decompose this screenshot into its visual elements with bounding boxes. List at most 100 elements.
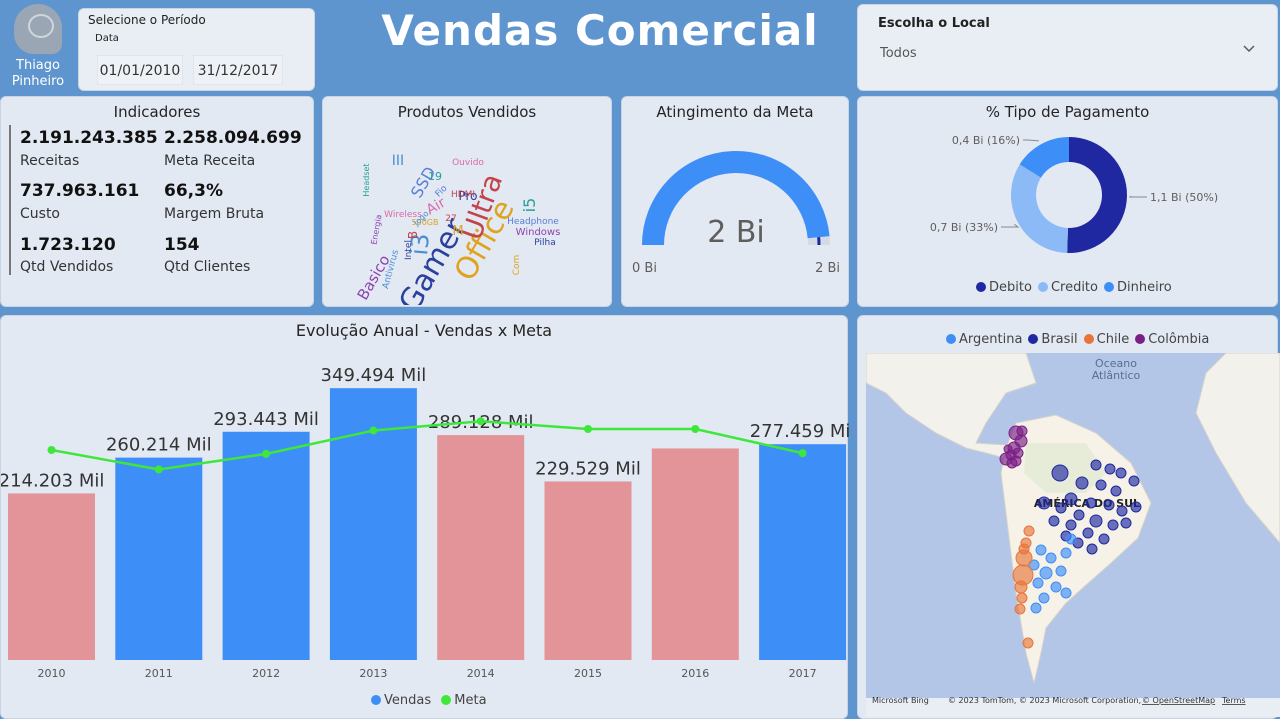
map-point[interactable] (1115, 467, 1127, 479)
meta-point-2014[interactable] (476, 417, 485, 426)
kpi-receitas-label: Receitas (20, 153, 80, 169)
local-select[interactable]: Todos (880, 46, 917, 61)
map-point[interactable] (1103, 499, 1115, 511)
bottom-band (866, 698, 1280, 717)
legend-dinheiro: Dinheiro (1117, 280, 1172, 295)
map-point[interactable] (1014, 603, 1026, 615)
map-point[interactable] (1086, 543, 1098, 555)
map-point[interactable] (1003, 444, 1013, 454)
word-headphone: Headphone (507, 217, 559, 227)
slice-leader-line (1128, 195, 1147, 198)
map-point[interactable] (1060, 547, 1072, 559)
map-point[interactable] (1075, 476, 1089, 490)
map-point[interactable] (1050, 581, 1062, 593)
legend-meta: Meta (454, 693, 487, 708)
legend-debito: Debito (989, 280, 1032, 295)
map-point[interactable] (1130, 501, 1142, 513)
map-point[interactable] (1064, 492, 1078, 506)
kpi-margem-label: Margem Bruta (164, 206, 265, 222)
map-point[interactable] (1085, 497, 1097, 509)
map-point[interactable] (1018, 543, 1030, 555)
meta-point-2011[interactable] (154, 465, 163, 474)
bar-2012[interactable] (222, 431, 310, 660)
map-point[interactable] (1090, 459, 1102, 471)
annual-chart: 214.203 Mil 2010 260.214 Mil 2011 293.443 Mi… (1, 365, 849, 680)
map-point[interactable] (1030, 602, 1042, 614)
map-point[interactable] (1055, 502, 1067, 514)
map-point[interactable] (1065, 533, 1077, 545)
terms-link[interactable]: Terms (1221, 696, 1246, 705)
map-point[interactable] (1039, 566, 1053, 580)
map-point[interactable] (1107, 519, 1119, 531)
bar-2011[interactable] (115, 457, 203, 660)
map-point[interactable] (1065, 519, 1077, 531)
map-point[interactable] (1028, 559, 1040, 571)
map-point[interactable] (1116, 505, 1128, 517)
meta-point-2013[interactable] (369, 426, 378, 435)
map-legend-dot-1-icon (1028, 334, 1039, 344)
map-point[interactable] (1073, 509, 1085, 521)
chevron-down-icon[interactable] (1243, 43, 1255, 55)
map-point[interactable] (1128, 475, 1140, 487)
map-point[interactable] (1098, 533, 1110, 545)
bar-2014[interactable] (437, 435, 525, 660)
slice-credito[interactable] (1011, 164, 1068, 253)
map-point[interactable] (1014, 580, 1028, 594)
map-point[interactable] (1082, 527, 1094, 539)
indicators-card: Indicadores 2.191.243.385 Receitas 2.258… (0, 96, 314, 307)
meta-point-2010[interactable] (47, 446, 56, 454)
map-point[interactable] (1016, 425, 1028, 437)
map-point[interactable] (1060, 587, 1072, 599)
slice-debito[interactable] (1067, 137, 1128, 253)
map-point[interactable] (1120, 517, 1132, 529)
period-field-label: Data (95, 33, 119, 44)
map-point[interactable] (1016, 592, 1028, 604)
map-point[interactable] (1055, 565, 1067, 577)
bar-2016[interactable] (651, 448, 739, 660)
map-legend-1: Brasil (1041, 332, 1078, 347)
meta-point-2012[interactable] (262, 449, 271, 458)
meta-point-2016[interactable] (691, 425, 700, 433)
map-point[interactable] (1022, 637, 1034, 649)
bar-2010[interactable] (8, 493, 95, 660)
map-point[interactable] (1045, 552, 1057, 564)
map-legend-3: Colômbia (1148, 332, 1210, 347)
word-wireless: Wireless (384, 210, 422, 220)
products-card: Produtos Vendidos Gamer Office Ultra i3 i5 Ba… (322, 96, 612, 307)
legend-dot-dinheiro-icon (1104, 282, 1114, 292)
bar-label-2011: 260.214 Mil (106, 435, 212, 456)
map-point[interactable] (1104, 463, 1116, 475)
meta-point-2015[interactable] (584, 425, 592, 433)
map-point[interactable] (1010, 455, 1022, 467)
osm-link[interactable]: © OpenStreetMap (1142, 696, 1215, 705)
payment-card: % Tipo de Pagamento 1,1 Bi (50%) 0,7 Bi (… (857, 96, 1278, 307)
start-date-input[interactable]: 01/01/2010 (97, 55, 183, 85)
bar-label-2012: 293.443 Mil (213, 409, 319, 430)
word-ouvido: Ouvido (452, 158, 484, 168)
bar-2015[interactable] (544, 481, 632, 660)
map-point[interactable] (1095, 479, 1107, 491)
map-point[interactable] (1038, 592, 1050, 604)
x-tick-2016: 2016 (681, 667, 709, 680)
map-point[interactable] (1051, 464, 1069, 482)
meta-line (51, 419, 803, 471)
map-point[interactable] (1048, 515, 1060, 527)
map-point[interactable] (1023, 525, 1035, 537)
kpi-qtd-vendidos-value: 1.723.120 (20, 235, 116, 255)
map-point[interactable] (1110, 485, 1122, 497)
end-date-input[interactable]: 31/12/2017 (193, 55, 283, 85)
meta-point-2017[interactable] (798, 449, 807, 458)
kpi-custo-value: 737.963.161 (20, 181, 140, 201)
map-point[interactable] (1089, 514, 1103, 528)
legend-dot-credito-icon (1037, 282, 1048, 292)
bar-2017[interactable] (759, 444, 847, 660)
map-point[interactable] (1032, 577, 1044, 589)
map-legend-dot-2-icon (1083, 334, 1094, 344)
slice-dinheiro[interactable] (1019, 137, 1069, 178)
map-point[interactable] (1037, 496, 1051, 510)
page-title: Vendas Comercial (381, 6, 819, 55)
ocean-label-1: Oceano (1095, 357, 1137, 370)
map-point[interactable] (1035, 544, 1047, 556)
meta-legend-icon (441, 695, 452, 705)
